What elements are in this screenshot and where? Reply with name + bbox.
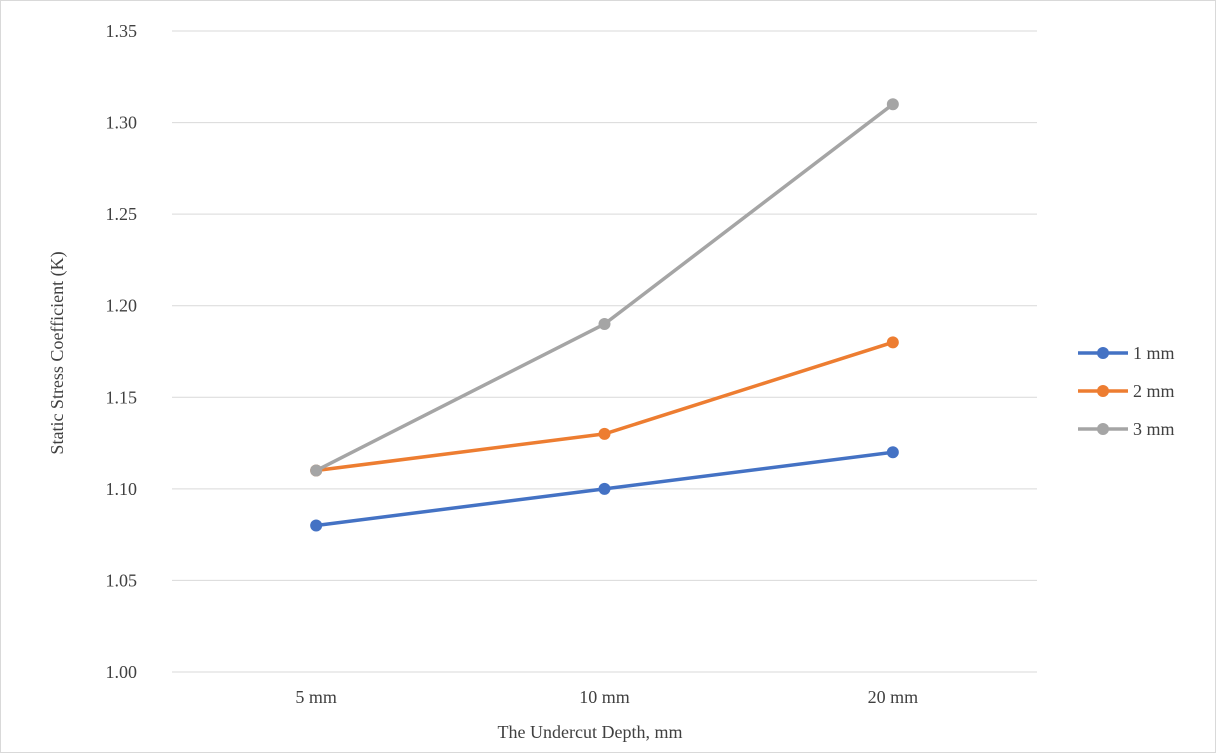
y-tick-label: 1.15 (106, 387, 138, 407)
data-point (598, 318, 611, 331)
data-point (310, 464, 323, 477)
legend-item: 2 mm (1078, 381, 1175, 401)
legend-item: 3 mm (1078, 419, 1175, 439)
x-tick-label: 5 mm (295, 687, 337, 707)
y-axis-title: Static Stress Coefficient (K) (47, 251, 68, 454)
x-tick-label: 10 mm (579, 687, 630, 707)
data-point (310, 519, 323, 532)
y-axis-ticks: 1.00 1.05 1.10 1.15 1.20 1.25 1.30 1.35 (106, 21, 138, 682)
y-tick-label: 1.10 (106, 479, 138, 499)
y-tick-label: 1.25 (106, 204, 138, 224)
data-point (598, 427, 611, 440)
y-tick-label: 1.00 (106, 662, 138, 682)
series-2 (310, 336, 899, 477)
series-1 (310, 446, 899, 532)
legend-swatch-marker (1097, 423, 1109, 435)
legend-label: 3 mm (1133, 419, 1175, 439)
series-group (310, 98, 899, 532)
y-tick-label: 1.20 (106, 296, 138, 316)
series-line (314, 102, 895, 473)
series-line (314, 340, 895, 473)
data-point (598, 482, 611, 495)
legend-label: 1 mm (1133, 343, 1175, 363)
x-tick-label: 20 mm (868, 687, 919, 707)
data-point (886, 336, 899, 349)
data-point (886, 446, 899, 459)
gridlines (172, 30, 1037, 673)
legend-swatch-marker (1097, 385, 1109, 397)
legend-swatch-marker (1097, 347, 1109, 359)
x-axis-ticks: 5 mm 10 mm 20 mm (295, 687, 918, 707)
y-tick-label: 1.05 (106, 570, 138, 590)
data-point (886, 98, 899, 111)
legend-label: 2 mm (1133, 381, 1175, 401)
series-3 (310, 98, 899, 477)
legend-item: 1 mm (1078, 343, 1175, 363)
x-axis-title: The Undercut Depth, mm (498, 722, 683, 742)
y-tick-label: 1.30 (106, 113, 138, 133)
y-tick-label: 1.35 (106, 21, 138, 41)
legend: 1 mm 2 mm 3 mm (1078, 343, 1175, 439)
